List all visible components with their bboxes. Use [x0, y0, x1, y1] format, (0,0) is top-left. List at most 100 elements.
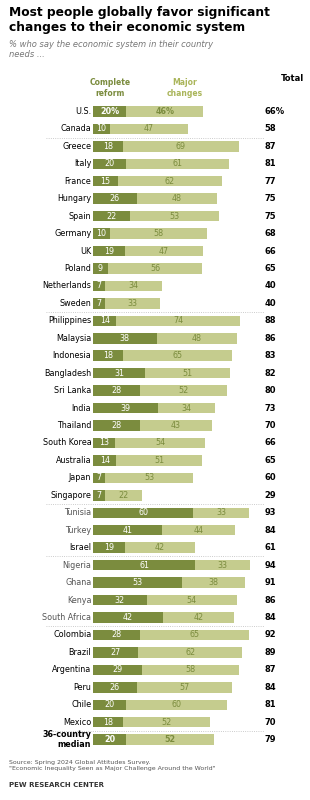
- Text: 74: 74: [173, 316, 184, 326]
- Text: 53: 53: [132, 578, 142, 587]
- Text: Peru: Peru: [73, 682, 91, 692]
- Text: 61: 61: [265, 543, 276, 552]
- Text: 56: 56: [150, 264, 160, 273]
- Text: India: India: [72, 403, 91, 413]
- Text: Major
changes: Major changes: [167, 78, 203, 98]
- Text: 28: 28: [111, 386, 122, 395]
- Text: 10: 10: [96, 124, 106, 134]
- Text: 52: 52: [178, 386, 188, 395]
- Bar: [93, 333, 157, 343]
- Text: 75: 75: [265, 194, 276, 203]
- Bar: [93, 473, 105, 483]
- Text: 48: 48: [172, 194, 182, 203]
- Text: 65: 65: [265, 264, 276, 273]
- Text: South Africa: South Africa: [42, 613, 91, 622]
- Text: 53: 53: [144, 474, 154, 482]
- Text: Kenya: Kenya: [67, 595, 91, 605]
- Text: 15: 15: [100, 177, 111, 186]
- Bar: [110, 228, 207, 239]
- Text: 84: 84: [265, 682, 276, 692]
- Text: 86: 86: [265, 334, 276, 342]
- Text: 46%: 46%: [156, 107, 175, 116]
- Bar: [93, 263, 108, 274]
- Text: Japan: Japan: [69, 474, 91, 482]
- Text: Total: Total: [281, 74, 304, 83]
- Text: Canada: Canada: [60, 124, 91, 134]
- Text: 81: 81: [265, 159, 276, 168]
- Bar: [126, 699, 227, 710]
- Bar: [145, 368, 230, 378]
- Text: 92: 92: [265, 630, 276, 639]
- Text: 19: 19: [104, 246, 114, 255]
- Text: 7: 7: [96, 474, 101, 482]
- Text: 13: 13: [99, 438, 109, 447]
- Text: 88: 88: [265, 316, 276, 326]
- Bar: [93, 124, 110, 134]
- Text: 51: 51: [154, 456, 164, 465]
- Text: 28: 28: [111, 630, 122, 639]
- Text: 33: 33: [218, 561, 228, 570]
- Text: 70: 70: [265, 421, 276, 430]
- Bar: [93, 246, 125, 256]
- Bar: [93, 176, 118, 186]
- Bar: [130, 211, 219, 222]
- Text: 87: 87: [265, 142, 276, 151]
- Text: 33: 33: [127, 299, 137, 308]
- Text: 38: 38: [209, 578, 219, 587]
- Text: 52: 52: [164, 735, 175, 744]
- Text: 31: 31: [114, 369, 124, 378]
- Text: 87: 87: [265, 666, 276, 674]
- Bar: [118, 176, 222, 186]
- Bar: [142, 665, 239, 675]
- Text: Malaysia: Malaysia: [56, 334, 91, 342]
- Bar: [136, 682, 232, 693]
- Text: U.S.: U.S.: [75, 107, 91, 116]
- Text: 58: 58: [265, 124, 276, 134]
- Text: PEW RESEARCH CENTER: PEW RESEARCH CENTER: [9, 782, 104, 789]
- Bar: [93, 420, 140, 430]
- Bar: [93, 403, 158, 414]
- Text: 29: 29: [265, 491, 276, 500]
- Text: 66: 66: [265, 438, 276, 447]
- Bar: [147, 594, 237, 606]
- Bar: [123, 141, 239, 151]
- Text: 18: 18: [103, 351, 113, 360]
- Text: 22: 22: [118, 491, 128, 500]
- Bar: [93, 350, 123, 361]
- Text: 48: 48: [192, 334, 202, 342]
- Text: Mexico: Mexico: [63, 718, 91, 726]
- Text: Nigeria: Nigeria: [62, 561, 91, 570]
- Bar: [93, 490, 105, 501]
- Text: France: France: [64, 177, 91, 186]
- Bar: [93, 612, 163, 622]
- Bar: [125, 542, 195, 553]
- Bar: [117, 315, 240, 326]
- Bar: [158, 403, 215, 414]
- Text: 69: 69: [176, 142, 186, 151]
- Text: 81: 81: [265, 700, 276, 710]
- Bar: [93, 682, 136, 693]
- Text: Netherlands: Netherlands: [42, 282, 91, 290]
- Text: 73: 73: [265, 403, 276, 413]
- Text: 26: 26: [110, 194, 120, 203]
- Text: Spain: Spain: [69, 212, 91, 221]
- Text: 40: 40: [265, 282, 276, 290]
- Bar: [123, 717, 210, 727]
- Text: 58: 58: [153, 229, 163, 238]
- Text: 22: 22: [106, 212, 117, 221]
- Text: 38: 38: [120, 334, 130, 342]
- Bar: [140, 386, 227, 396]
- Text: 28: 28: [111, 421, 122, 430]
- Bar: [93, 298, 105, 309]
- Text: 65: 65: [189, 630, 199, 639]
- Text: Singapore: Singapore: [51, 491, 91, 500]
- Bar: [126, 734, 214, 745]
- Text: 84: 84: [265, 613, 276, 622]
- Text: Bangladesh: Bangladesh: [44, 369, 91, 378]
- Text: % who say the economic system in their country
needs ...: % who say the economic system in their c…: [9, 40, 213, 59]
- Bar: [93, 665, 142, 675]
- Bar: [93, 106, 126, 117]
- Text: 26: 26: [110, 682, 120, 692]
- Text: 14: 14: [100, 316, 110, 326]
- Bar: [93, 507, 193, 518]
